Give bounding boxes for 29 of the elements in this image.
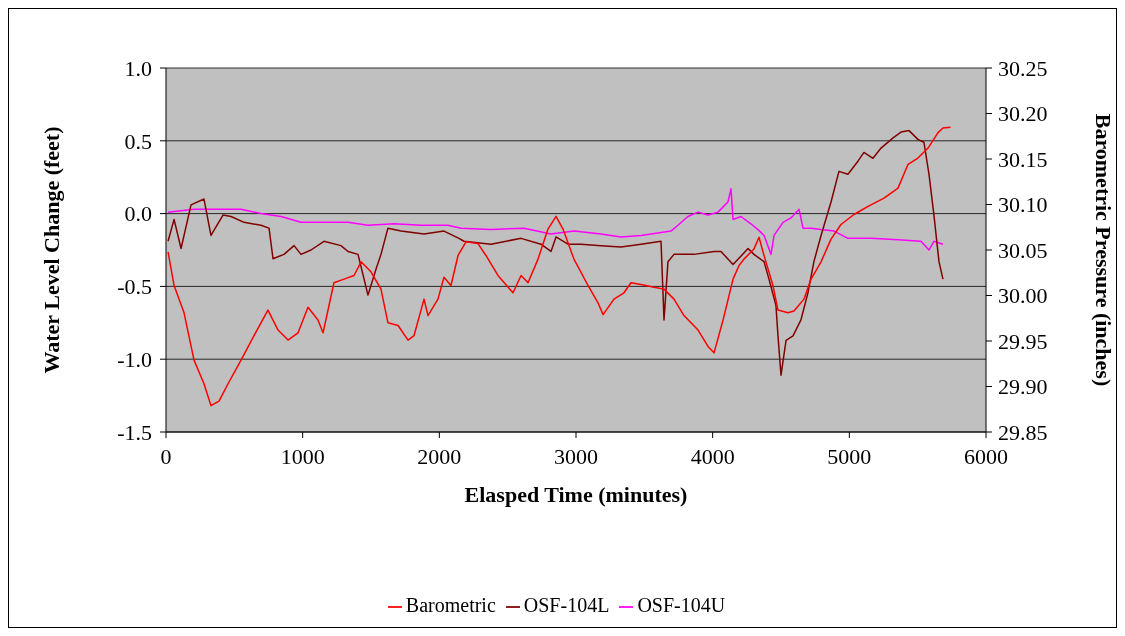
y-tick-label: -1.5 <box>117 419 152 445</box>
y-tick-label: 0.0 <box>124 201 152 227</box>
y2-tick-label: 30.10 <box>998 192 1048 218</box>
y2-tick-label: 29.90 <box>998 374 1048 400</box>
legend-label: OSF-104U <box>637 594 726 616</box>
y2-tick-label: 30.05 <box>998 237 1048 263</box>
x-tick-label: 3000 <box>554 443 598 469</box>
y-axis-title: Water Level Change (feet) <box>38 126 64 374</box>
line-series <box>167 188 944 256</box>
y-tick-label: 1.0 <box>124 55 152 81</box>
y2-tick-label: 29.95 <box>998 328 1048 354</box>
x-tick-label: 5000 <box>827 443 872 469</box>
x-tick-label: 2000 <box>417 443 462 469</box>
x-tick-label: 0 <box>160 443 172 469</box>
y2-tick-label: 30.15 <box>998 146 1048 172</box>
y2-tick-label: 29.85 <box>998 419 1048 445</box>
x-tick-label: 6000 <box>964 443 1008 469</box>
y-tick-label: 0.5 <box>124 128 152 154</box>
legend-label: OSF-104L <box>523 594 610 616</box>
y2-tick-label: 30.25 <box>998 55 1048 81</box>
y-tick-label: -1.0 <box>117 347 152 373</box>
legend-label: Barometric <box>405 594 496 616</box>
y-tick-label: -0.5 <box>117 274 152 300</box>
y2-tick-label: 30.20 <box>998 101 1048 127</box>
x-tick-label: 4000 <box>690 443 735 469</box>
y2-tick-label: 30.00 <box>998 283 1048 309</box>
x-tick-label: 1000 <box>280 443 325 469</box>
x-axis-title: Elasped Time (minutes) <box>464 482 688 507</box>
y2-axis-title: Barometric Pressure (inches) <box>1091 113 1117 387</box>
